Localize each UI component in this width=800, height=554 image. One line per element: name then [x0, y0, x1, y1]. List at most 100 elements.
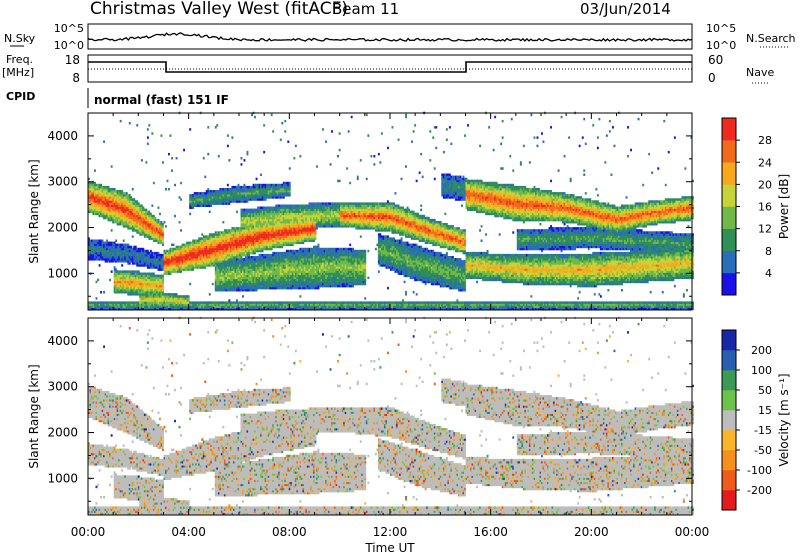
nsky-label: N.Sky	[4, 32, 36, 45]
power-cell	[111, 165, 113, 167]
power-cell	[189, 128, 191, 130]
power-cell	[188, 295, 190, 297]
power-cell	[180, 229, 182, 231]
power-cell	[127, 244, 129, 246]
power-cell	[204, 176, 206, 178]
power-cell	[170, 273, 172, 275]
power-cell	[100, 291, 102, 293]
power-cell	[244, 184, 246, 186]
power-cell	[121, 190, 123, 192]
power-cell	[284, 120, 286, 122]
power-cell	[147, 128, 149, 130]
power-cell	[284, 130, 286, 132]
power-cell	[254, 252, 256, 254]
power-cell	[111, 270, 113, 272]
power-cell	[180, 182, 182, 184]
power-cell	[170, 134, 172, 136]
power-cell	[162, 231, 164, 233]
power-cell	[150, 213, 152, 215]
power-cell	[242, 295, 244, 297]
power-cell	[162, 275, 164, 277]
power-cell	[188, 299, 190, 301]
power-cell	[162, 283, 164, 285]
power-panel	[88, 112, 694, 310]
power-cell	[254, 116, 256, 118]
power-cell	[129, 122, 131, 124]
power-cell	[192, 268, 194, 270]
power-cell	[227, 134, 229, 136]
power-cell	[179, 221, 181, 223]
power-cell	[281, 246, 283, 248]
power-cell	[141, 159, 143, 161]
power-cell	[271, 114, 273, 116]
power-cell	[158, 219, 160, 221]
power-cell	[222, 221, 224, 223]
nave-tick-top: 60	[708, 53, 723, 67]
power-cell	[151, 132, 153, 134]
power-cell	[180, 198, 182, 200]
power-cell	[94, 169, 96, 171]
power-cell	[173, 244, 175, 246]
power-cell	[176, 157, 178, 159]
power-cell	[216, 124, 218, 126]
power-cell	[114, 266, 116, 268]
nave-label: Nave	[746, 66, 774, 79]
power-cell	[280, 139, 282, 141]
power-cell	[207, 126, 209, 128]
power-cell	[129, 194, 131, 196]
nsearch-tick-top: 10^5	[706, 22, 736, 35]
power-cell	[227, 145, 229, 147]
power-cell	[263, 124, 265, 126]
power-cell	[241, 163, 243, 165]
power-cell	[238, 184, 240, 186]
power-cell	[148, 211, 150, 213]
nsearch-tick-bottom: 10^0	[706, 39, 736, 52]
power-cell	[174, 184, 176, 186]
power-cell	[97, 279, 99, 281]
power-cell	[108, 186, 110, 188]
power-cell	[161, 134, 163, 136]
power-cell	[136, 124, 138, 126]
power-cell	[103, 141, 105, 143]
power-cell	[272, 130, 274, 132]
power-cell	[165, 225, 167, 227]
power-cell	[132, 235, 134, 237]
power-cell	[99, 264, 101, 266]
power-cell	[171, 169, 173, 171]
power-cell	[256, 178, 258, 180]
power-cell	[265, 198, 267, 200]
power-cell	[106, 240, 108, 242]
freq-tick-bottom: 8	[72, 71, 80, 85]
power-cell	[153, 182, 155, 184]
power-cell	[204, 266, 206, 268]
power-cell	[183, 149, 185, 151]
power-cell	[189, 213, 191, 215]
power-cell	[109, 279, 111, 281]
power-cell	[135, 246, 137, 248]
power-cell	[171, 157, 173, 159]
power-cell	[228, 299, 230, 301]
power-cell	[260, 174, 262, 176]
power-cell	[153, 273, 155, 275]
power-cell	[263, 151, 265, 153]
power-cell	[207, 153, 209, 155]
beam-title: Beam 11	[332, 0, 399, 18]
power-cell	[165, 188, 167, 190]
freq-tick-top: 18	[65, 53, 80, 67]
power-cell	[147, 143, 149, 145]
nsky-tick-bottom: 10^0	[54, 39, 84, 52]
power-cell	[162, 289, 164, 291]
power-cell	[236, 211, 238, 213]
power-cell	[129, 262, 131, 264]
power-cell	[228, 202, 230, 204]
cpid-text: normal (fast) 151 IF	[94, 93, 229, 107]
power-cell	[162, 242, 164, 244]
power-cell	[201, 233, 203, 235]
power-cell	[209, 293, 211, 295]
power-cell	[241, 157, 243, 159]
freq-unit: [MHz]	[2, 66, 34, 79]
power-cell	[231, 136, 233, 138]
power-cell	[162, 285, 164, 287]
power-cell	[281, 122, 283, 124]
power-cell	[256, 289, 258, 291]
